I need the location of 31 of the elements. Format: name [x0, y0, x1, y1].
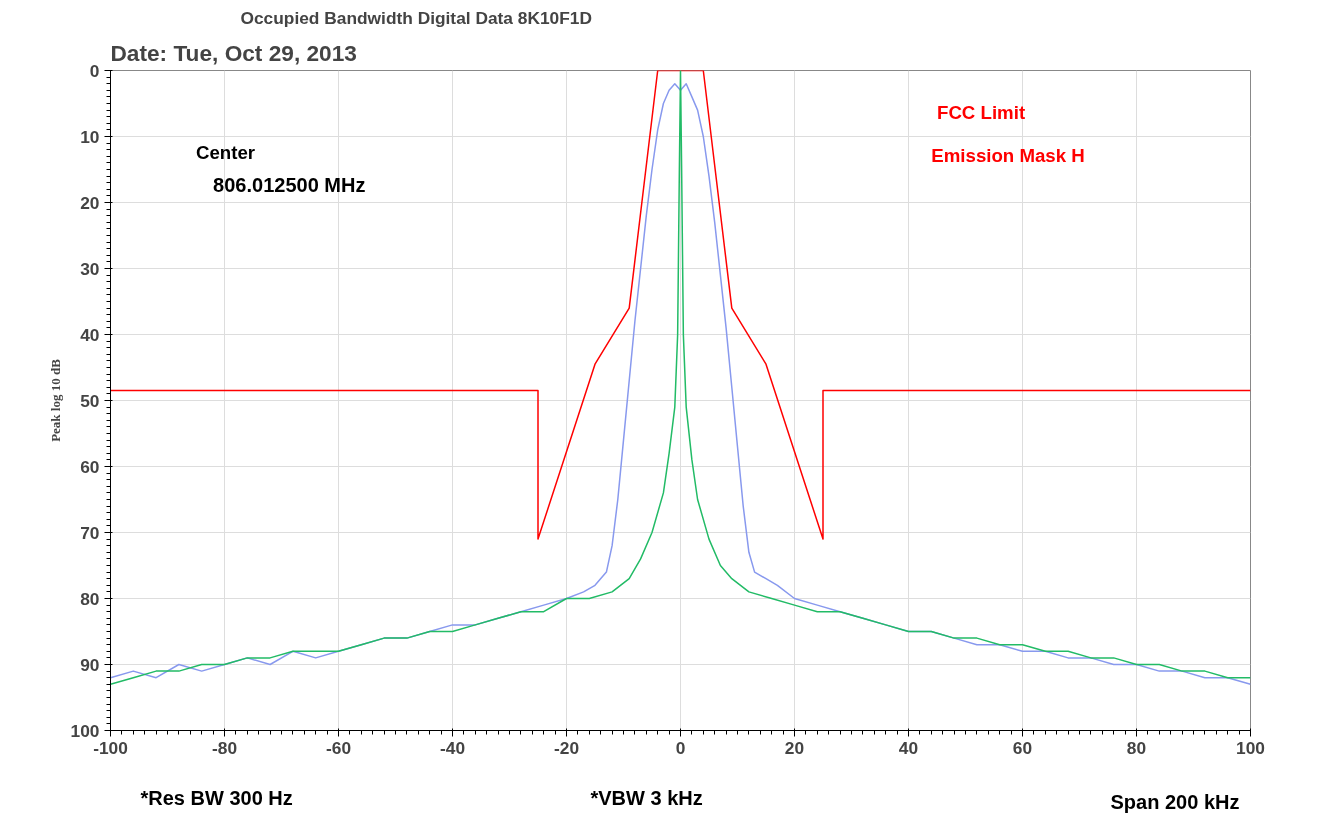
- y-tick-label: 50: [80, 390, 100, 411]
- x-tick-label: 60: [1012, 737, 1033, 758]
- annotation: Emission Mask H: [931, 145, 1085, 167]
- y-tick-label: 90: [80, 654, 100, 675]
- y-tick-label: 80: [80, 588, 100, 609]
- y-tick-label: 20: [80, 192, 100, 213]
- y-axis-title: Peak log 10 dB: [47, 358, 63, 442]
- x-tick-label: -20: [553, 737, 580, 758]
- x-tick-label: -60: [325, 737, 352, 758]
- text: *VBW 3 kHz: [590, 786, 703, 809]
- chart-subtitle: Date: Tue, Oct 29, 2013: [110, 39, 357, 66]
- annotation: FCC Limit: [937, 102, 1026, 124]
- x-tick-label: 40: [898, 737, 919, 758]
- annotation: Center: [196, 141, 256, 163]
- annotation: 806.012500 MHz: [213, 173, 366, 196]
- x-tick-label: 20: [784, 737, 805, 758]
- x-tick-label: -80: [211, 737, 238, 758]
- x-tick-label: 80: [1126, 737, 1147, 758]
- y-tick-label: 0: [89, 60, 100, 81]
- y-tick-label: 10: [80, 126, 100, 147]
- x-tick-label: -40: [439, 737, 466, 758]
- y-tick-label: 70: [80, 522, 100, 543]
- text: *Res BW 300 Hz: [140, 786, 293, 809]
- y-tick-label: 40: [80, 324, 100, 345]
- line-series: [110, 70, 1251, 540]
- y-tick-label: 30: [80, 258, 100, 279]
- y-tick-label: 60: [80, 456, 100, 477]
- text: Span 200 kHz: [1110, 790, 1240, 813]
- chart-title: Occupied Bandwidth Digital Data 8K10F1D: [240, 7, 592, 28]
- x-tick-label: 100: [1236, 737, 1265, 758]
- x-tick-label: 0: [675, 737, 686, 758]
